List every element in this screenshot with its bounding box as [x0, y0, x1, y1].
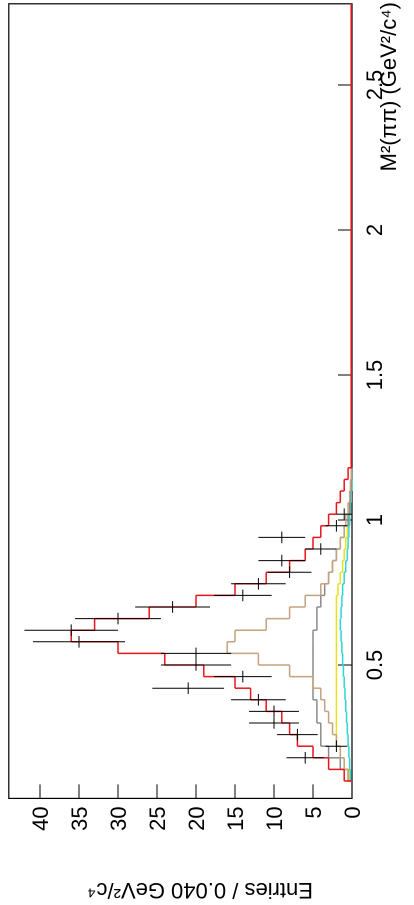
y-tick-label: 20	[184, 806, 209, 830]
x-tick-label: 2.5	[362, 70, 387, 101]
x-tick-label: 2	[362, 224, 387, 236]
plot: M²(ππ) (GeV²/c⁴) Entries / 0.040 GeV²/c⁴…	[8, 2, 401, 903]
y-tick-label: 30	[106, 806, 131, 830]
y-axis-title: Entries / 0.040 GeV²/c⁴	[87, 878, 313, 903]
x-axis-title: M²(ππ) (GeV²/c⁴)	[376, 2, 401, 171]
y-tick-label: 40	[28, 806, 53, 830]
y-tick-label: 25	[145, 806, 170, 830]
x-tick-label: 1.5	[362, 360, 387, 391]
x-tick-label: 0.5	[362, 650, 387, 681]
y-tick-label: 5	[301, 806, 326, 818]
y-tick-label: 10	[262, 806, 287, 830]
y-tick-label: 35	[67, 806, 92, 830]
y-tick-label: 15	[223, 806, 248, 830]
frame	[8, 3, 353, 800]
y-tick-label: 0	[340, 806, 365, 818]
x-tick-label: 1	[362, 514, 387, 526]
